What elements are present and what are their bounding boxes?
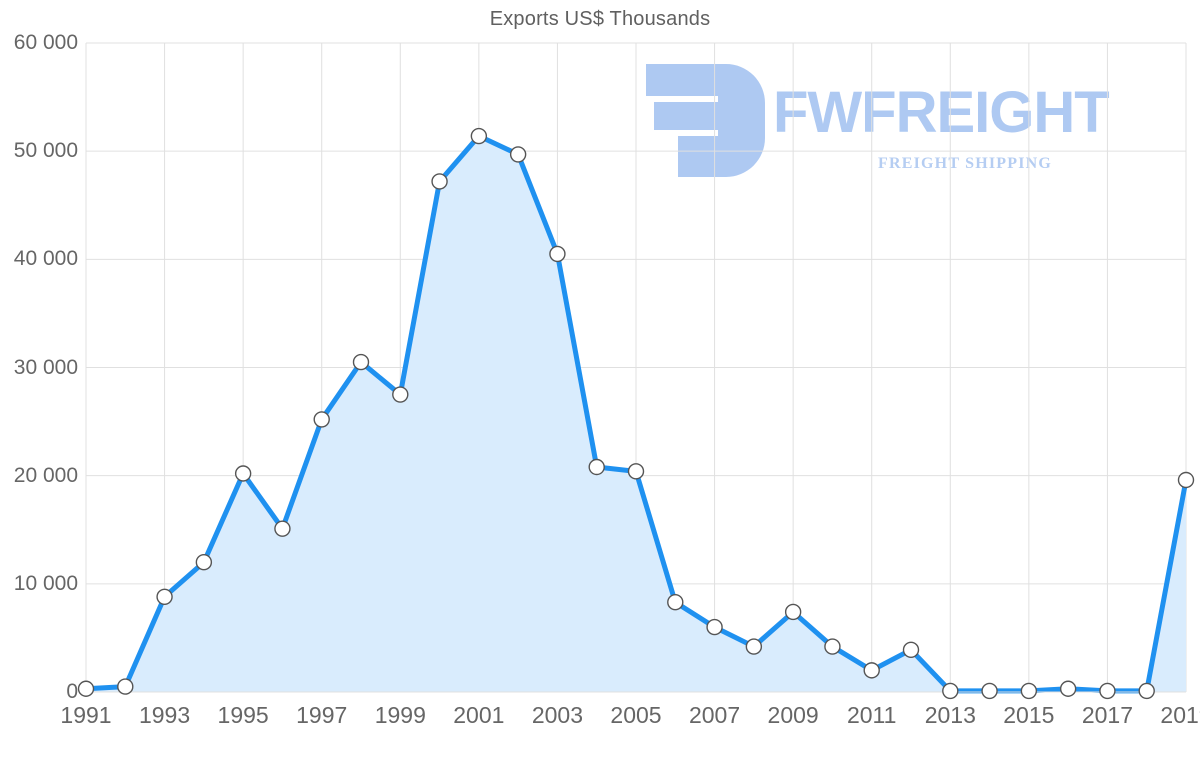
data-point-marker[interactable] xyxy=(352,353,370,371)
data-point-marker[interactable] xyxy=(234,465,252,482)
data-point-marker[interactable] xyxy=(1020,682,1038,700)
data-point-marker[interactable] xyxy=(1177,471,1195,489)
y-axis-tick-label: 40 000 xyxy=(13,247,78,271)
area-fill xyxy=(86,136,1186,692)
x-axis-tick-label: 2005 xyxy=(610,702,662,728)
x-axis-tick-label: 1997 xyxy=(296,702,348,728)
data-point-marker[interactable] xyxy=(627,463,645,480)
data-point-marker[interactable] xyxy=(195,554,213,571)
x-axis-tick-label: 2001 xyxy=(453,702,505,728)
data-point-marker[interactable] xyxy=(863,662,880,679)
x-axis-tick-label: 2003 xyxy=(531,702,584,728)
data-point-marker[interactable] xyxy=(509,146,527,163)
data-point-marker[interactable] xyxy=(549,245,566,263)
x-axis-tick-label: 2013 xyxy=(924,702,976,728)
y-axis-tick-label: 30 000 xyxy=(13,355,78,379)
data-point-marker[interactable] xyxy=(902,641,920,659)
data-point-marker[interactable] xyxy=(588,458,605,476)
data-point-marker[interactable] xyxy=(942,682,959,700)
data-point-marker[interactable] xyxy=(77,680,95,697)
y-axis-tick-label: 50 000 xyxy=(13,139,78,163)
data-point-marker[interactable] xyxy=(392,386,409,403)
y-axis-tick-label: 10 000 xyxy=(13,571,78,595)
data-point-marker[interactable] xyxy=(274,520,291,537)
data-point-marker[interactable] xyxy=(313,411,330,428)
x-axis-tick-label: 1999 xyxy=(374,702,426,728)
x-axis-tick-label: 2007 xyxy=(688,702,741,728)
x-axis-tick-label: 2019 xyxy=(1160,702,1200,728)
x-axis-tick-label: 2011 xyxy=(846,702,897,728)
x-axis-tick-label: 1991 xyxy=(60,702,112,728)
data-point-marker[interactable] xyxy=(1138,682,1155,700)
data-point-marker[interactable] xyxy=(824,638,841,655)
y-axis-tick-label: 60 000 xyxy=(13,31,78,54)
data-point-marker[interactable] xyxy=(745,638,763,655)
data-point-marker[interactable] xyxy=(784,603,802,621)
y-axis-tick-label: 0 xyxy=(66,680,78,703)
x-axis-tick-label: 1993 xyxy=(138,702,191,728)
x-axis-tick-label: 2009 xyxy=(767,702,819,728)
data-point-marker[interactable] xyxy=(431,173,448,190)
y-axis-tick-label: 20 000 xyxy=(13,463,78,487)
data-point-marker[interactable] xyxy=(1099,682,1116,700)
data-point-marker[interactable] xyxy=(117,678,134,695)
data-point-marker[interactable] xyxy=(981,682,998,700)
data-point-marker[interactable] xyxy=(1059,680,1077,697)
x-axis-tick-label: 1995 xyxy=(217,702,269,728)
data-point-markers xyxy=(77,127,1195,700)
x-axis-tick-label: 2017 xyxy=(1081,702,1134,728)
data-point-marker[interactable] xyxy=(706,618,723,636)
data-point-marker[interactable] xyxy=(156,588,173,606)
chart-title: Exports US$ Thousands xyxy=(489,8,711,30)
data-point-marker[interactable] xyxy=(667,594,684,611)
x-axis-tick-label: 2015 xyxy=(1003,702,1055,728)
data-point-marker[interactable] xyxy=(470,127,488,145)
